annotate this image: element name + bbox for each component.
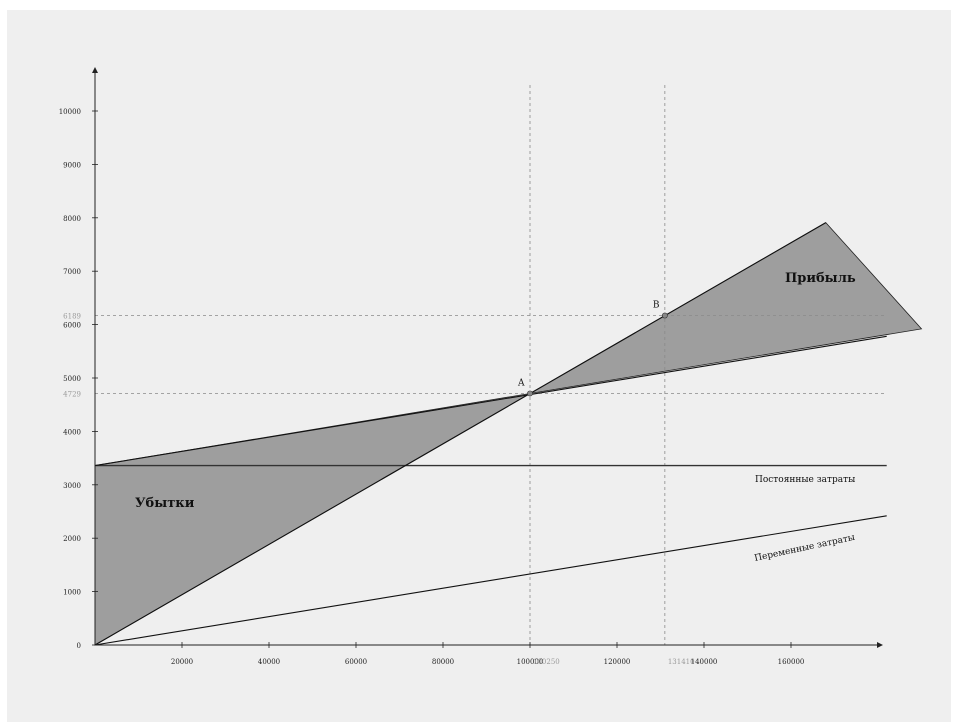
x-tick-label-0: 20000 <box>171 658 193 666</box>
y-tick-label-2: 2000 <box>63 535 81 543</box>
y-ref-label-A: 4729 <box>63 390 81 398</box>
series-line-3 <box>94 222 827 646</box>
y-tick-label-4: 4000 <box>63 428 81 436</box>
point-B <box>661 312 668 319</box>
x-tick-label-1: 40000 <box>258 658 280 666</box>
y-tick-label-3: 3000 <box>63 482 81 490</box>
y-tick-label-7: 7000 <box>63 268 81 276</box>
x-tick-label-2: 60000 <box>345 658 367 666</box>
point-label-A: A <box>517 378 525 388</box>
x-tick-label-6: 140000 <box>691 658 718 666</box>
x-tick-label-3: 80000 <box>432 658 454 666</box>
x-tick-label-5: 120000 <box>604 658 631 666</box>
x-ref-label-B: 131410 <box>668 658 695 666</box>
variable-costs-label: Переменные затраты <box>754 533 856 564</box>
point-label-B: B <box>653 301 660 311</box>
break-even-chart: 20000 40000 60000 80000 100000 120000 140000 16… <box>59 67 923 666</box>
y-tick-label-6: 6000 <box>63 322 81 330</box>
x-tick-label-7: 160000 <box>778 658 805 666</box>
x-ref-label-A: 100250 <box>533 658 560 666</box>
chart-card: 20000 40000 60000 80000 100000 120000 140000 16… <box>7 10 951 722</box>
profit-region-label: Прибыль <box>785 271 856 286</box>
y-tick-label-9: 9000 <box>63 161 81 169</box>
loss-region-label: Убытки <box>135 496 195 511</box>
series-line-2 <box>94 335 887 467</box>
y-tick-label-0: 0 <box>77 642 81 650</box>
series-line-1 <box>94 515 887 646</box>
y-ref-label-B: 6189 <box>63 313 81 321</box>
point-A <box>527 390 533 397</box>
y-tick-label-10: 10000 <box>59 108 81 116</box>
fixed-costs-label: Постоянные затраты <box>755 475 855 485</box>
y-tick-label-8: 8000 <box>63 215 81 223</box>
y-tick-label-1: 1000 <box>63 589 81 597</box>
x-tick-label-4: 100000 <box>517 658 544 666</box>
y-tick-label-5: 5000 <box>63 375 81 383</box>
region-1 <box>529 222 923 394</box>
